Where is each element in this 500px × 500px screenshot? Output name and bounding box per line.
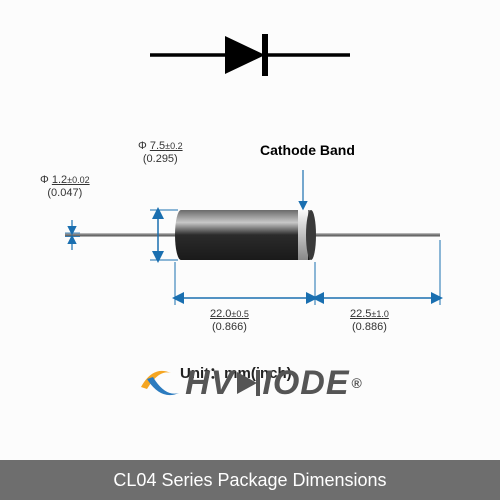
cathode-band-label: Cathode Band	[260, 142, 355, 158]
diode-icon	[235, 370, 261, 396]
body-diameter-label: Φ 7.5±0.2 (0.295)	[138, 140, 183, 166]
logo-text-2: IODE	[262, 364, 349, 403]
lead-diameter-label: Φ 1.2±0.02 (0.047)	[40, 174, 90, 200]
package-diagram: Φ 7.5±0.2 (0.295) Φ 1.2±0.02 (0.047) 22.…	[50, 150, 450, 350]
swoosh-icon	[137, 363, 181, 403]
brand-logo: HV IODE ®	[0, 363, 500, 408]
logo-text: HV	[185, 364, 234, 403]
registered-mark: ®	[352, 375, 363, 391]
diode-symbol	[150, 30, 350, 80]
lead-length-label: 22.5±1.0 (0.886)	[350, 308, 389, 334]
footer-title: CL04 Series Package Dimensions	[0, 460, 500, 500]
body-length-label: 22.0±0.5 (0.866)	[210, 308, 249, 334]
